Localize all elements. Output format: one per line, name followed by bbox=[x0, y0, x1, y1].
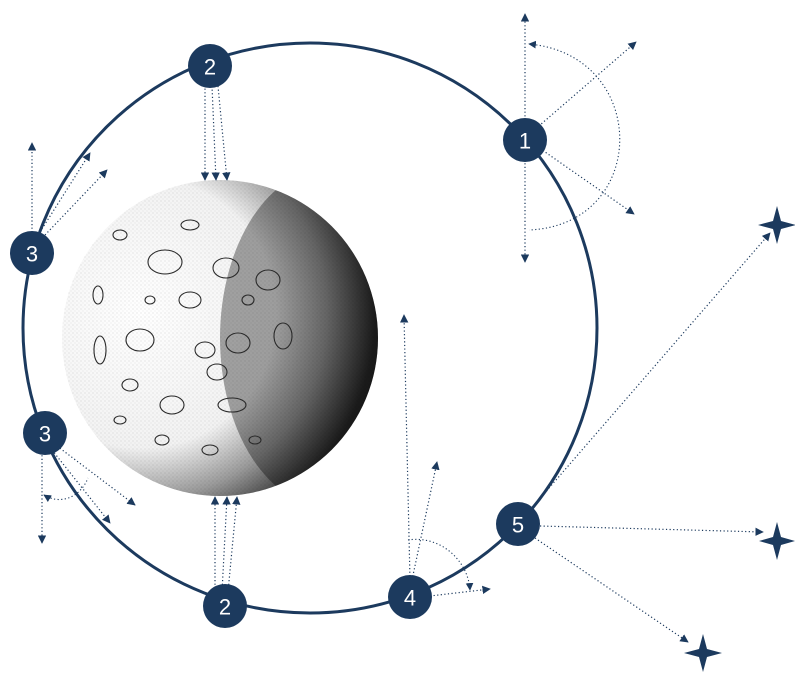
badge-5: 5 bbox=[496, 502, 540, 546]
badge-4-label: 4 bbox=[404, 586, 416, 611]
orbit-ring bbox=[21, 41, 599, 615]
badge-3-upper: 3 bbox=[10, 231, 54, 275]
moon-illustration bbox=[62, 180, 378, 496]
badge-1: 1 bbox=[503, 118, 547, 162]
badge-2-top: 2 bbox=[188, 44, 232, 88]
badge-5-label: 5 bbox=[512, 513, 524, 538]
badge-2-bottom-label: 2 bbox=[219, 595, 231, 620]
badge-1-label: 1 bbox=[519, 129, 531, 154]
star-icon bbox=[758, 206, 795, 244]
badge-2-top-label: 2 bbox=[204, 55, 216, 80]
star-icon bbox=[759, 522, 795, 560]
badge-2-bottom: 2 bbox=[203, 584, 247, 628]
badge-3-upper-label: 3 bbox=[26, 242, 38, 267]
badge-3-lower-label: 3 bbox=[39, 422, 51, 447]
moon-craters bbox=[92, 219, 293, 456]
star-icon bbox=[684, 634, 722, 672]
badge-3-lower: 3 bbox=[23, 411, 67, 455]
badge-4: 4 bbox=[388, 575, 432, 619]
